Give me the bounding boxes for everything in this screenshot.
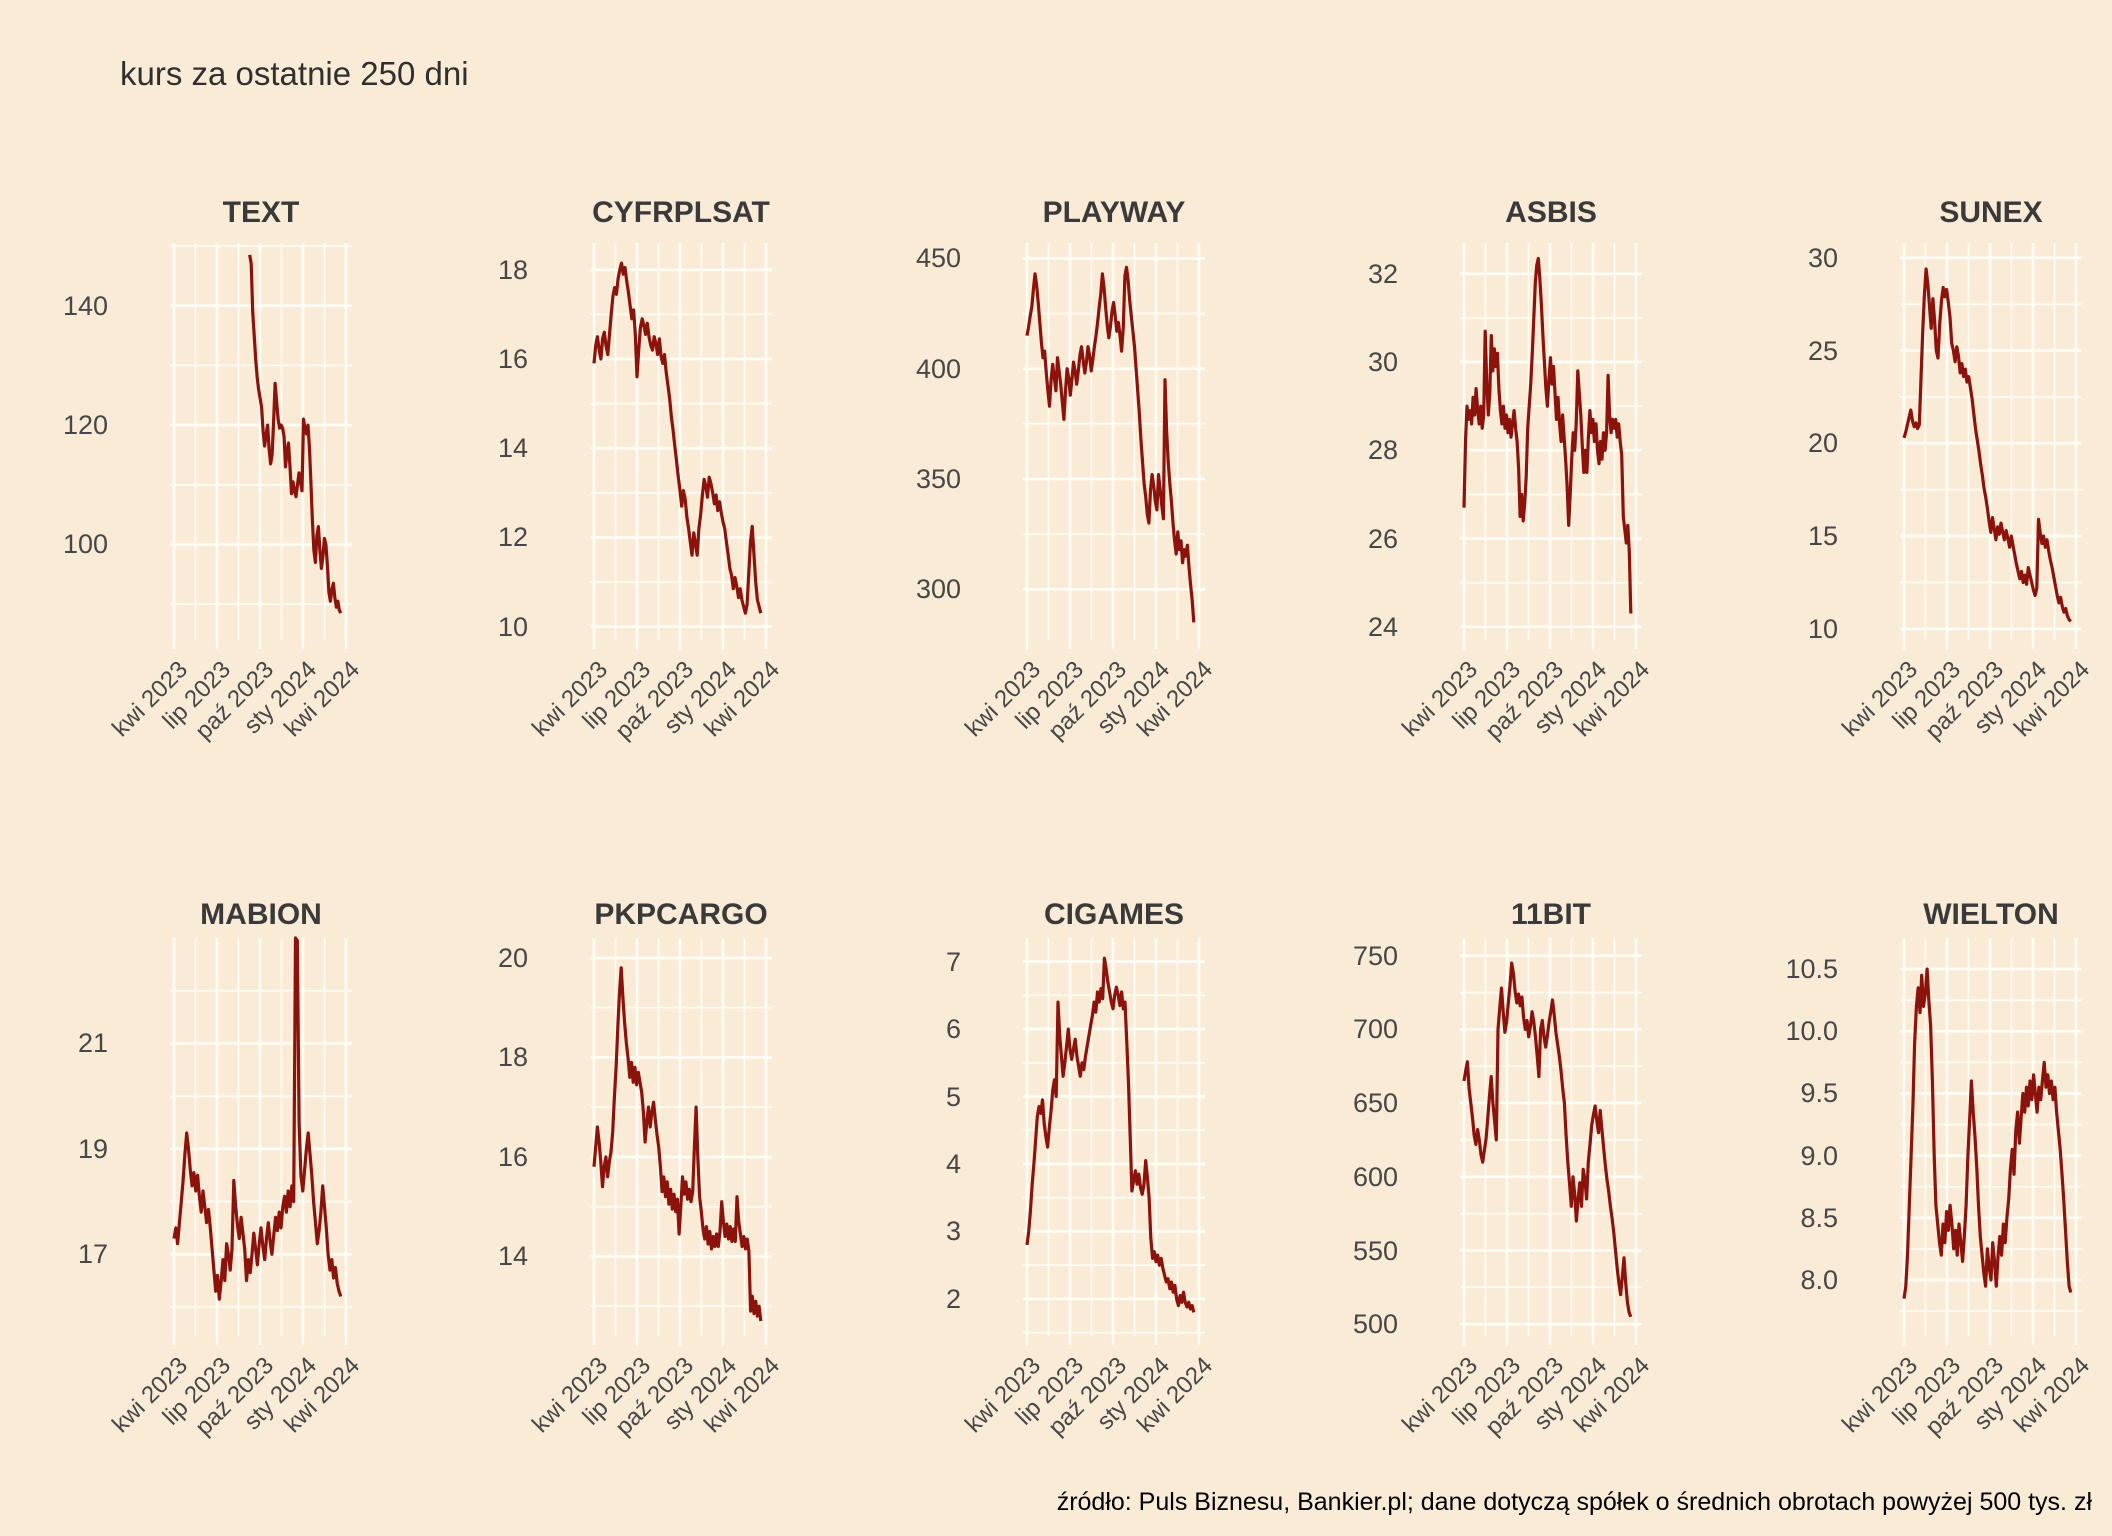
y-tick-label: 18 bbox=[497, 254, 528, 285]
chart-title: SUNEX bbox=[1939, 196, 2043, 229]
y-tick-label: 600 bbox=[1352, 1161, 1398, 1192]
price-line bbox=[1902, 267, 2072, 623]
y-tick-label: 300 bbox=[915, 574, 961, 605]
y-tick-label: 700 bbox=[1352, 1014, 1398, 1045]
facet-asbis: ASBIS 32 30 28 26 24 kwi 2023 lip 2023 paź 2023 s… bbox=[1310, 196, 1702, 760]
y-tick-label: 9.0 bbox=[1800, 1140, 1838, 1171]
chart-panel bbox=[1023, 938, 1205, 1345]
y-tick-label: 10 bbox=[1807, 613, 1838, 644]
y-tick-label: 20 bbox=[1807, 428, 1838, 459]
y-tick-label: 20 bbox=[497, 942, 528, 973]
price-line bbox=[172, 936, 343, 1301]
facet-playway: PLAYWAY 450 400 350 300 kwi 2023 lip 2023 paź 2… bbox=[873, 196, 1265, 760]
y-tick-label: 8.5 bbox=[1800, 1202, 1838, 1233]
chart-title: TEXT bbox=[222, 196, 300, 229]
y-tick-label: 10.0 bbox=[1785, 1016, 1838, 1047]
y-tick-label: 4 bbox=[945, 1148, 961, 1179]
chart-panel bbox=[1460, 938, 1642, 1345]
chart-title: CIGAMES bbox=[1043, 898, 1184, 931]
chart-panel bbox=[1023, 243, 1205, 649]
y-tick-label: 350 bbox=[915, 463, 961, 494]
y-tick-label: 32 bbox=[1367, 258, 1398, 289]
y-tick-label: 24 bbox=[1367, 611, 1398, 642]
y-tick-label: 14 bbox=[497, 433, 528, 464]
y-tick-label: 25 bbox=[1807, 335, 1838, 366]
y-tick-label: 17 bbox=[77, 1239, 108, 1270]
facet-mabion: MABION 21 19 17 kwi 2023 lip 2023 paź 2023 sty … bbox=[20, 898, 412, 1456]
chart-panel bbox=[170, 243, 352, 649]
price-line bbox=[1025, 956, 1196, 1313]
facet-pkpcargo: PKPCARGO 20 18 16 14 kwi 2023 lip 2023 paź 2023… bbox=[440, 898, 832, 1456]
y-tick-label: 10 bbox=[497, 611, 528, 642]
chart-title: 11BIT bbox=[1510, 898, 1592, 931]
chart-panel bbox=[1460, 243, 1642, 649]
price-line bbox=[1462, 256, 1633, 614]
chart-panel bbox=[170, 936, 352, 1345]
chart-title: CYFRPLSAT bbox=[592, 196, 770, 229]
y-tick-label: 450 bbox=[915, 243, 961, 274]
y-tick-label: 750 bbox=[1352, 940, 1398, 971]
y-tick-label: 5 bbox=[945, 1081, 961, 1112]
price-line bbox=[248, 254, 343, 614]
y-tick-label: 19 bbox=[77, 1133, 108, 1164]
chart-title: PLAYWAY bbox=[1042, 196, 1186, 229]
y-tick-label: 15 bbox=[1807, 521, 1838, 552]
facet-cyfrplsat: CYFRPLSAT 18 16 14 12 10 kwi 2023 lip 2023 paź 2… bbox=[440, 196, 832, 760]
facet-text: TEXT 140 120 100 kwi 2023 lip 2023 paź 2023 sty… bbox=[20, 196, 412, 760]
y-tick-label: 500 bbox=[1352, 1309, 1398, 1340]
facet-sunex: SUNEX 30 25 20 15 10 kwi 2023 lip 2023 paź 2023 s… bbox=[1750, 196, 2112, 760]
y-tick-label: 6 bbox=[945, 1014, 961, 1045]
y-tick-label: 120 bbox=[62, 410, 108, 441]
chart-title: WIELTON bbox=[1923, 898, 2059, 931]
y-tick-label: 140 bbox=[62, 290, 108, 321]
facet-cigames: CIGAMES 7 6 5 4 3 2 kwi 2023 lip 2023 paź 2023 sty… bbox=[873, 898, 1265, 1456]
y-tick-label: 26 bbox=[1367, 523, 1398, 554]
source-note: źródło: Puls Biznesu, Bankier.pl; dane d… bbox=[1056, 1488, 2092, 1516]
chart-panel bbox=[590, 243, 772, 649]
facet-11bit: 11BIT 750 700 650 600 550 500 kwi 2023 lip 2023 p… bbox=[1310, 898, 1702, 1456]
chart-title: MABION bbox=[200, 898, 322, 931]
price-line bbox=[1462, 961, 1633, 1318]
y-tick-label: 7 bbox=[945, 946, 961, 977]
y-tick-label: 8.0 bbox=[1800, 1265, 1838, 1296]
y-tick-label: 14 bbox=[497, 1241, 528, 1272]
page-title: kurs za ostatnie 250 dni bbox=[120, 55, 469, 92]
price-line bbox=[1025, 265, 1196, 623]
y-tick-label: 21 bbox=[77, 1028, 108, 1059]
chart-title: PKPCARGO bbox=[594, 898, 768, 931]
price-line bbox=[592, 966, 763, 1322]
price-line bbox=[592, 261, 763, 615]
y-tick-label: 3 bbox=[945, 1216, 961, 1247]
y-tick-label: 10.5 bbox=[1785, 954, 1838, 985]
y-tick-label: 9.5 bbox=[1800, 1078, 1838, 1109]
y-tick-label: 400 bbox=[915, 353, 961, 384]
chart-panel bbox=[1900, 938, 2082, 1345]
chart-title: ASBIS bbox=[1505, 196, 1597, 229]
y-tick-label: 18 bbox=[497, 1042, 528, 1073]
y-tick-label: 30 bbox=[1807, 242, 1838, 273]
y-tick-label: 2 bbox=[945, 1283, 961, 1314]
y-tick-label: 650 bbox=[1352, 1088, 1398, 1119]
y-tick-label: 100 bbox=[62, 529, 108, 560]
chart-panel bbox=[1900, 243, 2082, 649]
y-tick-label: 28 bbox=[1367, 435, 1398, 466]
facet-wielton: WIELTON 10.5 10.0 9.5 9.0 8.5 8.0 kwi 2023 lip 2… bbox=[1750, 898, 2112, 1456]
price-line bbox=[1902, 967, 2073, 1299]
y-tick-label: 30 bbox=[1367, 347, 1398, 378]
y-tick-label: 16 bbox=[497, 343, 528, 374]
y-tick-label: 16 bbox=[497, 1141, 528, 1172]
chart-panel bbox=[590, 938, 772, 1345]
y-tick-label: 550 bbox=[1352, 1235, 1398, 1266]
y-tick-label: 12 bbox=[497, 522, 528, 553]
